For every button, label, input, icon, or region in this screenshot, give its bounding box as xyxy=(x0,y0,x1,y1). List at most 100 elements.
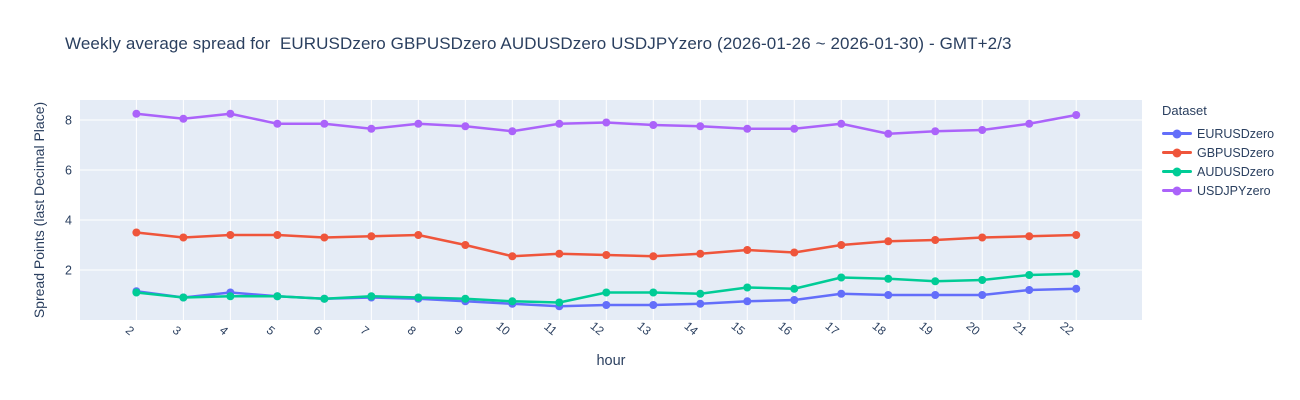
data-point-USDJPYzero-h20 xyxy=(978,126,987,134)
legend-item-gbpusdzero[interactable]: GBPUSDzero xyxy=(1162,143,1274,162)
x-tick-label: 9 xyxy=(452,323,466,338)
data-point-AUDUSDzero-h18 xyxy=(884,274,893,283)
y-tick-label: 2 xyxy=(65,264,72,278)
data-point-AUDUSDzero-h5 xyxy=(273,292,282,301)
data-point-USDJPYzero-h7 xyxy=(367,124,376,133)
x-tick-label: 15 xyxy=(729,319,748,339)
data-point-USDJPYzero-h4 xyxy=(226,109,235,118)
x-tick-label: 14 xyxy=(682,319,701,339)
legend-label: AUDUSDzero xyxy=(1197,164,1275,179)
x-tick-label: 20 xyxy=(964,319,983,339)
data-point-EURUSDzero-h17 xyxy=(837,289,846,298)
legend-label: EURUSDzero xyxy=(1197,126,1275,141)
data-point-AUDUSDzero-h3 xyxy=(179,293,188,302)
x-tick-label: 7 xyxy=(358,323,372,338)
data-point-GBPUSDzero-h20 xyxy=(978,233,987,242)
data-point-AUDUSDzero-h10 xyxy=(508,297,517,306)
legend-item-usdjpyzero[interactable]: USDJPYzero xyxy=(1162,181,1274,200)
data-point-GBPUSDzero-h8 xyxy=(414,231,423,239)
data-point-GBPUSDzero-h10 xyxy=(508,252,517,261)
data-point-USDJPYzero-h9 xyxy=(461,122,470,131)
chart-title: Weekly average spread for EURUSDzero GBP… xyxy=(65,34,1012,53)
x-tick: 11 xyxy=(541,319,560,338)
data-point-GBPUSDzero-h18 xyxy=(884,237,893,246)
legend-item-audusdzero[interactable]: AUDUSDzero xyxy=(1162,162,1274,181)
x-tick: 8 xyxy=(405,323,419,338)
data-point-AUDUSDzero-h11 xyxy=(555,298,564,307)
data-point-USDJPYzero-h3 xyxy=(179,114,188,123)
x-axis-title: hour xyxy=(596,353,625,369)
data-point-EURUSDzero-h15 xyxy=(743,297,752,306)
data-point-GBPUSDzero-h17 xyxy=(837,241,846,249)
data-point-GBPUSDzero-h11 xyxy=(555,249,564,258)
data-point-GBPUSDzero-h22 xyxy=(1072,231,1081,239)
x-tick-label: 19 xyxy=(917,319,936,339)
plot-area[interactable] xyxy=(80,100,1142,320)
x-tick-label: 4 xyxy=(217,323,231,338)
x-tick: 5 xyxy=(264,323,278,338)
data-point-GBPUSDzero-h5 xyxy=(273,231,282,239)
legend-item-eurusdzero[interactable]: EURUSDzero xyxy=(1162,124,1274,143)
data-point-GBPUSDzero-h7 xyxy=(367,232,376,241)
x-tick: 3 xyxy=(170,323,184,338)
data-point-GBPUSDzero-h6 xyxy=(320,233,329,242)
x-tick-label: 3 xyxy=(170,323,184,338)
data-point-GBPUSDzero-h14 xyxy=(696,249,705,258)
data-point-USDJPYzero-h21 xyxy=(1025,119,1034,128)
data-point-EURUSDzero-h20 xyxy=(978,291,987,299)
data-point-USDJPYzero-h13 xyxy=(649,121,658,129)
data-point-GBPUSDzero-h2 xyxy=(132,228,141,237)
x-tick-label: 17 xyxy=(823,319,842,339)
data-point-AUDUSDzero-h4 xyxy=(226,292,235,301)
legend-line-dot-icon xyxy=(1162,189,1192,192)
legend-title: Dataset xyxy=(1162,103,1207,118)
data-point-AUDUSDzero-h6 xyxy=(320,294,329,303)
data-point-AUDUSDzero-h15 xyxy=(743,283,752,292)
legend-line-dot-icon xyxy=(1162,151,1192,154)
data-point-EURUSDzero-h16 xyxy=(790,296,799,304)
data-point-USDJPYzero-h18 xyxy=(884,129,893,138)
data-point-AUDUSDzero-h2 xyxy=(132,288,141,297)
data-point-GBPUSDzero-h21 xyxy=(1025,232,1034,241)
legend-line-dot-icon xyxy=(1162,132,1192,135)
x-tick-label: 10 xyxy=(494,319,513,339)
data-point-AUDUSDzero-h16 xyxy=(790,284,799,293)
legend-line-dot-icon xyxy=(1162,170,1192,173)
x-tick: 4 xyxy=(217,323,231,338)
legend-label: GBPUSDzero xyxy=(1197,145,1275,160)
x-tick: 9 xyxy=(452,323,466,338)
x-tick: 18 xyxy=(870,319,889,339)
data-point-USDJPYzero-h15 xyxy=(743,124,752,133)
data-point-EURUSDzero-h14 xyxy=(696,299,705,308)
x-tick: 19 xyxy=(917,319,936,339)
data-point-EURUSDzero-h21 xyxy=(1025,286,1034,294)
data-point-AUDUSDzero-h20 xyxy=(978,276,987,284)
data-point-AUDUSDzero-h8 xyxy=(414,293,423,302)
x-tick: 12 xyxy=(588,319,607,339)
data-point-GBPUSDzero-h3 xyxy=(179,233,188,242)
x-tick-label: 21 xyxy=(1011,319,1030,339)
x-tick-label: 16 xyxy=(776,319,795,339)
x-tick-label: 11 xyxy=(541,319,560,338)
data-point-USDJPYzero-h12 xyxy=(602,118,611,127)
data-point-EURUSDzero-h22 xyxy=(1072,284,1081,293)
data-point-USDJPYzero-h8 xyxy=(414,119,423,128)
data-point-GBPUSDzero-h9 xyxy=(461,241,470,249)
x-tick: 15 xyxy=(729,319,748,339)
data-point-AUDUSDzero-h17 xyxy=(837,273,846,282)
legend-label: USDJPYzero xyxy=(1197,183,1271,198)
x-tick: 14 xyxy=(682,319,701,339)
x-tick-label: 5 xyxy=(264,323,278,338)
data-point-AUDUSDzero-h21 xyxy=(1025,271,1034,279)
data-point-USDJPYzero-h10 xyxy=(508,127,517,136)
x-tick: 10 xyxy=(494,319,513,339)
y-axis-title: Spread Points (last Decimal Place) xyxy=(31,102,47,318)
data-point-EURUSDzero-h13 xyxy=(649,301,658,309)
data-point-AUDUSDzero-h19 xyxy=(931,277,940,286)
data-point-GBPUSDzero-h19 xyxy=(931,236,940,244)
data-point-GBPUSDzero-h16 xyxy=(790,248,799,257)
data-point-EURUSDzero-h18 xyxy=(884,291,893,299)
data-point-USDJPYzero-h17 xyxy=(837,119,846,128)
